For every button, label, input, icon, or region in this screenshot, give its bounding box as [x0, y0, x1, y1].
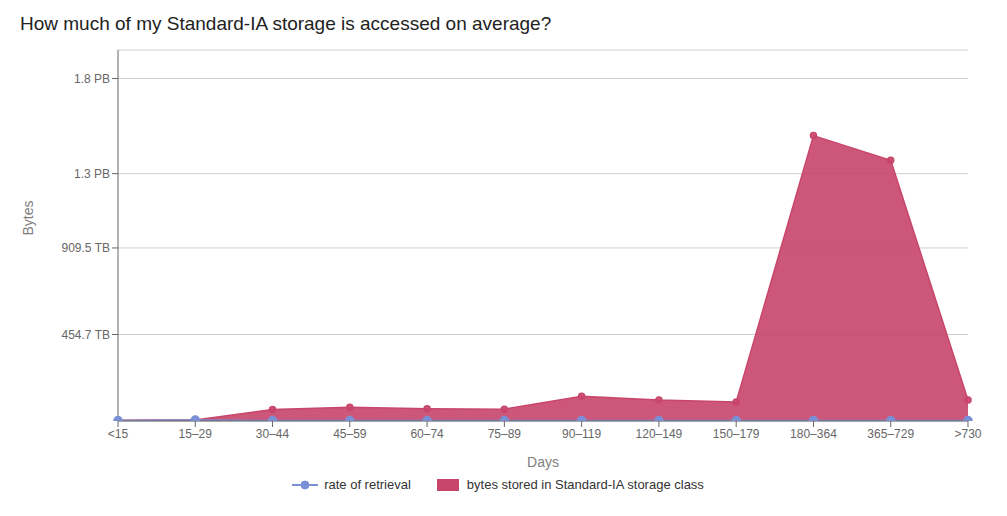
svg-text:90–119: 90–119: [562, 427, 601, 441]
svg-text:30–44: 30–44: [256, 427, 290, 441]
svg-text:365–729: 365–729: [867, 427, 914, 441]
svg-text:75–89: 75–89: [488, 427, 522, 441]
svg-text:Bytes: Bytes: [20, 200, 36, 235]
svg-text:15–29: 15–29: [179, 427, 213, 441]
svg-text:45–59: 45–59: [333, 427, 367, 441]
svg-text:909.5 TB: 909.5 TB: [62, 241, 110, 255]
svg-text:150–179: 150–179: [713, 427, 760, 441]
html-text:rate of retrieval: rate of retrieval: [324, 477, 411, 492]
html-text:bytes stored in Standard-IA st: bytes stored in Standard-IA storage clas…: [466, 477, 704, 492]
svg-text:120–149: 120–149: [636, 427, 683, 441]
svg-text:60–74: 60–74: [410, 427, 444, 441]
svg-text:180–364: 180–364: [790, 427, 837, 441]
svg-text:1.8 PB: 1.8 PB: [74, 72, 110, 86]
html-text:How much of my Standard-IA sto: How much of my Standard-IA storage is ac…: [20, 13, 552, 34]
svg-text:>730: >730: [954, 427, 981, 441]
svg-text:<15: <15: [108, 427, 129, 441]
svg-text:Days: Days: [527, 454, 559, 470]
svg-text:454.7 TB: 454.7 TB: [62, 328, 110, 342]
svg-text:1.3 PB: 1.3 PB: [74, 167, 110, 181]
